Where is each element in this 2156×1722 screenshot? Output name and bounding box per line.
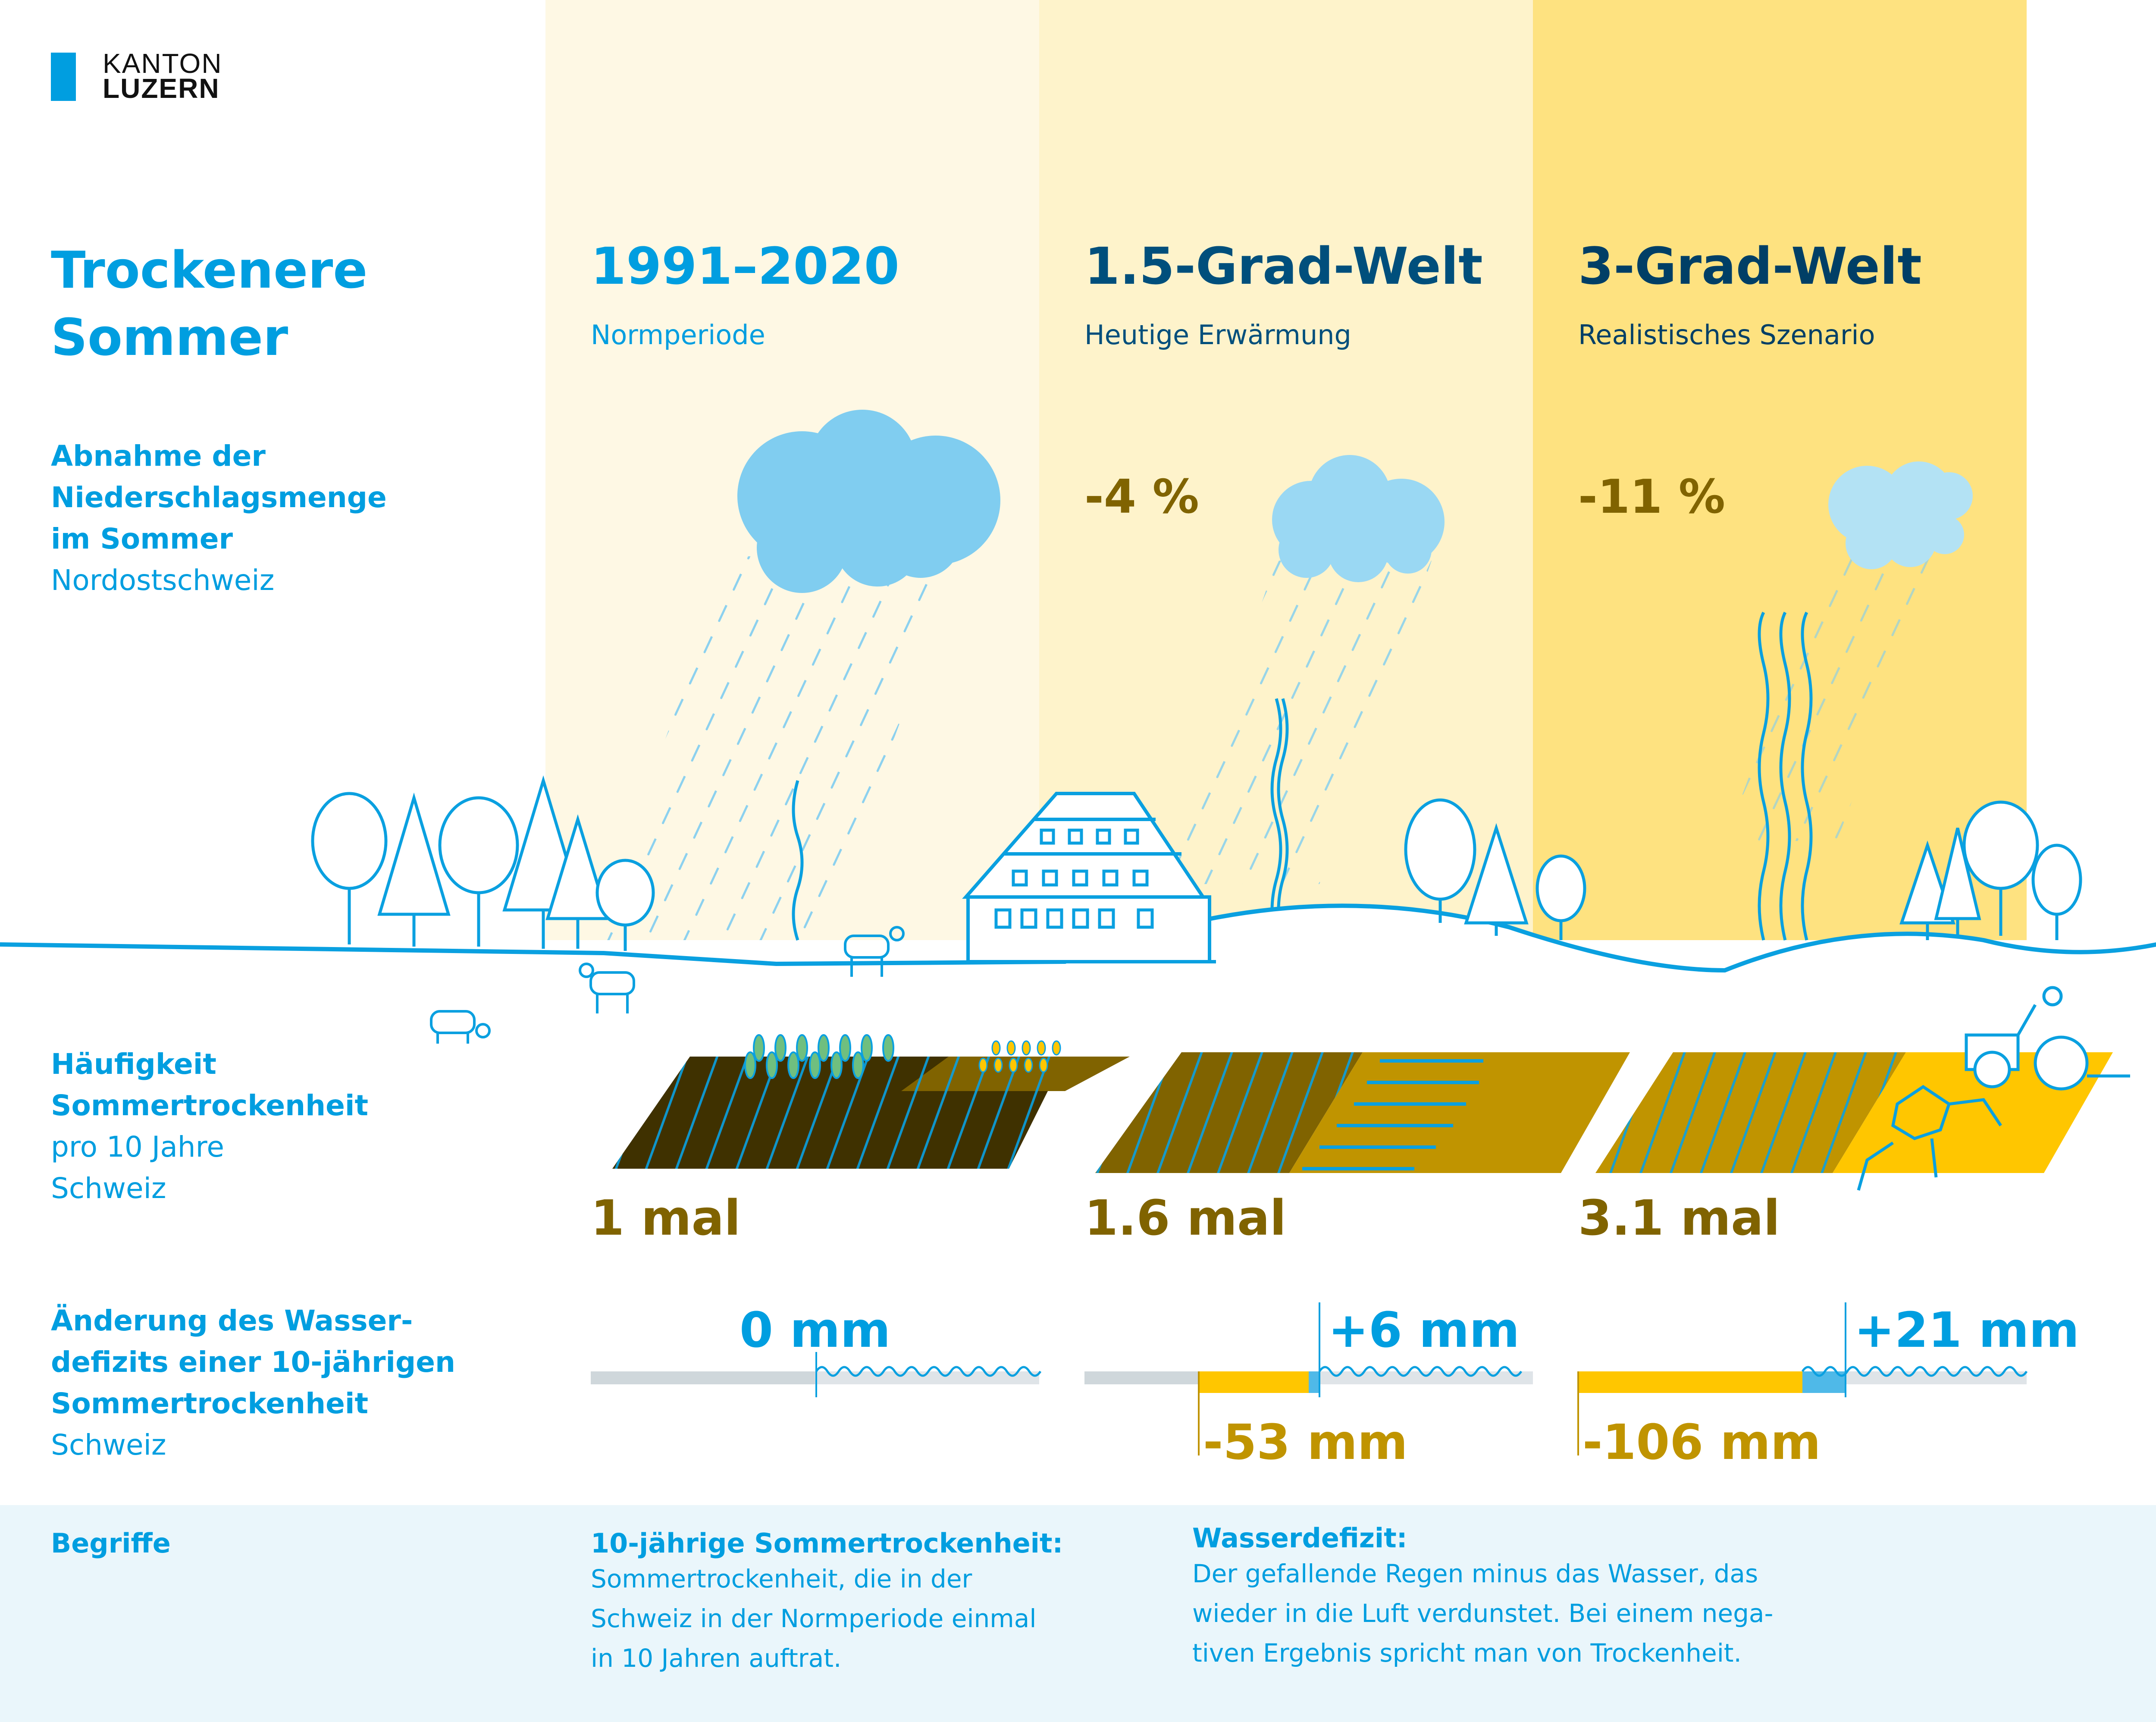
deficit-positive-1: 0 mm (740, 1302, 891, 1358)
section-deficit-label: Änderung des Wasser- defizits einer 10-j… (51, 1300, 455, 1466)
cloud-icon-3 (1828, 461, 1973, 569)
logo-kanton: KANTON (103, 48, 222, 79)
section-deficit-line-1: Änderung des Wasser- (51, 1304, 413, 1337)
field-1-flowers (978, 1040, 1061, 1073)
title-line-2: Sommer (51, 307, 288, 367)
tree-group-middle (1404, 798, 1586, 940)
definition-2-line: tiven Ergebnis spricht man von Trockenhe… (1192, 1638, 1742, 1668)
section-precip-line-2: Niederschlagsmenge (51, 481, 387, 514)
hill-line (0, 903, 2156, 973)
definitions-panel: Begriffe 10-jährige Sommertrockenheit: S… (0, 1505, 2156, 1722)
precip-change-3: -11 % (1578, 470, 1725, 524)
frequency-value-2: 1.6 mal (1084, 1190, 1287, 1246)
deficit-bar-3 (1577, 1302, 2028, 1455)
column-heading-1: 1991–2020 (591, 236, 899, 296)
field-3-rows (1595, 1052, 1906, 1173)
column-heading-2: 1.5-Grad-Welt (1084, 236, 1483, 296)
definition-1-line: Sommertrockenheit, die in der (591, 1564, 972, 1593)
field-1-crops (744, 1034, 894, 1079)
section-deficit-line-3: Sommertrockenheit (51, 1387, 369, 1420)
title-line-1: Trockenere (51, 240, 368, 300)
section-precip-line-1: Abnahme der (51, 439, 266, 473)
deficit-negative-fill (1199, 1371, 1309, 1393)
frequency-value-1: 1 mal (591, 1190, 741, 1246)
page-title: Trockenere Sommer (51, 236, 367, 371)
section-precip-region: Nordostschweiz (51, 564, 275, 597)
section-deficit-line-2: defizits einer 10-jährigen (51, 1346, 455, 1379)
section-frequency-label: Häufigkeit Sommertrockenheit pro 10 Jahr… (51, 1044, 368, 1209)
deficit-negative-3: -106 mm (1583, 1415, 1821, 1471)
precip-change-2: -4 % (1084, 470, 1199, 524)
deficit-positive-2: +6 mm (1328, 1302, 1520, 1358)
section-precip-line-3: im Sommer (51, 522, 233, 555)
deficit-negative-fill (1578, 1371, 1802, 1393)
definition-1: 10-jährige Sommertrockenheit: Sommertroc… (591, 1528, 1063, 1678)
column-subheading-3: Realistisches Szenario (1578, 319, 1875, 351)
definition-1-line: Schweiz in der Normperiode einmal (591, 1604, 1037, 1633)
cloud-icon-1 (737, 410, 1000, 593)
field-1-rows (612, 1057, 1065, 1169)
rain-area-1 (591, 556, 962, 940)
evaporation-arrow-icon (792, 612, 1813, 941)
section-frequency-region: Schweiz (51, 1172, 166, 1205)
definitions-label: Begriffe (51, 1528, 171, 1559)
tree-group-right (1899, 800, 2082, 940)
farmhouse-windows (994, 828, 1154, 929)
section-deficit-region: Schweiz (51, 1428, 166, 1462)
rain-area-2 (1164, 561, 1432, 884)
section-frequency-line-2: Sommertrockenheit (51, 1089, 369, 1122)
section-frequency-line-1: Häufigkeit (51, 1048, 216, 1081)
column-subheading-1: Normperiode (591, 319, 765, 351)
definition-1-term: 10-jährige Sommertrockenheit: (591, 1528, 1063, 1559)
logo-luzern: LUZERN (103, 73, 220, 104)
column-heading-3: 3-Grad-Welt (1578, 236, 1922, 296)
rain-area-3 (1725, 543, 1949, 841)
farmhouse-icon (962, 792, 1216, 963)
definition-2-term: Wasserdefizit: (1192, 1522, 1407, 1554)
cloud-icon-2 (1272, 455, 1445, 582)
deficit-positive-fill (1309, 1371, 1319, 1393)
definition-2-line: Der gefallende Regen minus das Wasser, d… (1192, 1559, 1758, 1588)
section-frequency-line-3: pro 10 Jahre (51, 1130, 224, 1164)
field-2-rows (1095, 1052, 1363, 1173)
definition-1-line: in 10 Jahren auftrat. (591, 1644, 842, 1673)
deficit-bar-2 (1084, 1302, 1533, 1455)
field-3-cracks (1857, 1085, 2002, 1191)
column-subheading-2: Heutige Erwärmung (1084, 319, 1351, 351)
section-precip-label: Abnahme der Niederschlagsmenge im Sommer… (51, 436, 387, 601)
logo-bar-icon (51, 53, 76, 101)
deficit-negative-2: -53 mm (1203, 1415, 1408, 1471)
tree-group-left (311, 775, 655, 951)
deficit-bar-1 (591, 1352, 1042, 1397)
cow-icon (430, 926, 905, 1044)
deficit-positive-3: +21 mm (1854, 1302, 2080, 1358)
tractor-icon (1965, 986, 2130, 1091)
field-2-furrows (1302, 1059, 1483, 1170)
frequency-value-3: 3.1 mal (1578, 1190, 1780, 1246)
definition-2-line: wieder in die Luft verdunstet. Bei einem… (1192, 1599, 1774, 1628)
definition-2: Wasserdefizit: Der gefallende Regen minu… (1192, 1522, 1773, 1673)
